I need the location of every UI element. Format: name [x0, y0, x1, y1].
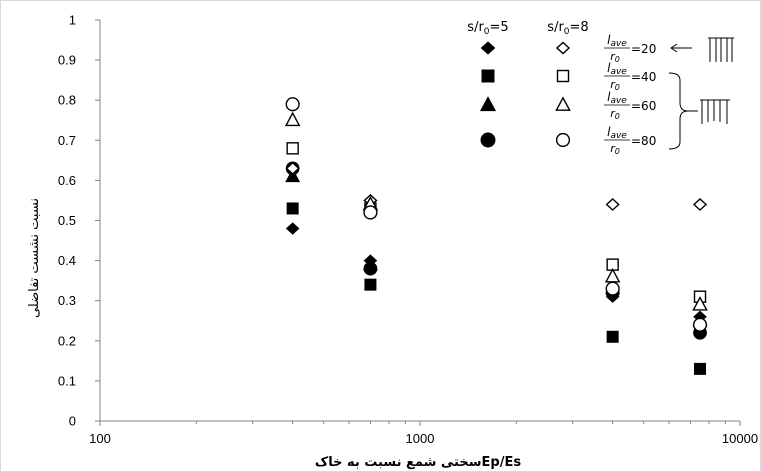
y-tick-label: 0.6: [58, 173, 76, 188]
y-tick-label: 1: [69, 13, 76, 28]
data-point-square-filled: [286, 202, 299, 215]
x-tick-label: 1000: [406, 431, 435, 446]
y-tick-label: 0.7: [58, 133, 76, 148]
y-tick-label: 0.3: [58, 293, 76, 308]
data-points: [284, 97, 708, 375]
legend-value: =80: [631, 134, 656, 148]
legend-fraction-denominator: r0: [610, 142, 620, 156]
data-point-circle-open: [285, 97, 300, 112]
legend-marker-s8-circle: [555, 132, 571, 148]
data-point-triangle-open: [284, 111, 301, 127]
y-axis: 0 0.1 0.2 0.3 0.4 0.5 0.6 0.7 0.8 0.9 1: [58, 13, 101, 429]
legend-fraction-denominator: r0: [610, 78, 620, 92]
pile-group-icon-1: [708, 37, 734, 62]
data-point-circle-open: [363, 205, 378, 220]
x-axis-label: سختی شمع نسبت به خاکEp/Es: [315, 455, 521, 470]
legend-marker-s8-diamond: [555, 41, 571, 55]
legend-value: =60: [631, 99, 656, 113]
legend-header-s5: s/r0=5: [467, 20, 508, 37]
y-tick-label: 0.9: [58, 53, 76, 68]
legend-fraction-denominator: r0: [610, 50, 620, 64]
data-point-square-filled: [364, 278, 377, 291]
legend-value: =40: [631, 70, 656, 84]
y-tick-label: 0.2: [58, 333, 76, 348]
data-point-circle-open: [605, 281, 620, 296]
data-point-diamond-open: [692, 198, 708, 211]
legend-marker-s8-square: [556, 69, 570, 83]
data-point-diamond-filled: [285, 222, 300, 235]
y-tick-label: 0.5: [58, 213, 76, 228]
y-tick-label: 0: [69, 414, 76, 429]
legend-marker-s5-square: [481, 69, 495, 83]
x-tick-label: 100: [89, 431, 111, 446]
y-tick-label: 0.1: [58, 373, 76, 388]
data-point-triangle-filled: [285, 168, 301, 183]
data-point-square-open: [286, 142, 299, 155]
pile-group-icon-2: [700, 99, 730, 124]
y-tick-label: 0.4: [58, 253, 76, 268]
legend-marker-s8-triangle: [555, 96, 571, 111]
data-point-circle-filled: [363, 261, 378, 276]
legend-marker-s5-diamond: [480, 41, 496, 55]
data-point-diamond-open: [285, 161, 300, 175]
data-point-square-filled: [606, 330, 619, 343]
data-point-circle-open: [692, 317, 708, 332]
data-point-triangle-open: [692, 296, 708, 311]
legend-fraction-denominator: r0: [610, 107, 620, 121]
y-tick-label: 0.8: [58, 93, 76, 108]
legend-arrow-head: [670, 43, 678, 53]
legend-header-s8: s/r0=8: [547, 20, 588, 37]
legend-marker-s5-triangle: [479, 96, 497, 112]
y-axis-label: نسبت نشست تفاضلی: [27, 198, 42, 318]
x-tick-label: 10000: [722, 431, 758, 446]
legend-value: =20: [631, 42, 656, 56]
data-point-diamond-open: [605, 198, 620, 211]
legend-marker-s5-circle: [480, 132, 496, 148]
x-axis: 100 1000 10000: [89, 420, 758, 446]
data-point-square-filled: [694, 362, 707, 375]
